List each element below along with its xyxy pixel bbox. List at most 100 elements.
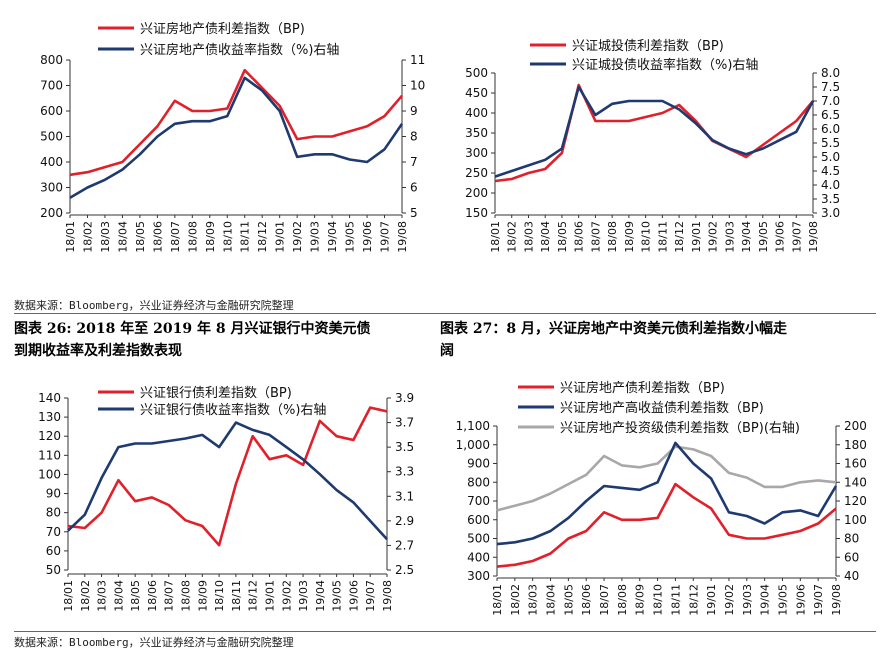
chart-2-x-tick-label: 19/02 <box>707 221 720 253</box>
chart-4-left-tick-label: 1,000 <box>456 438 490 452</box>
chart-1-right-tick-label: 11 <box>410 53 425 67</box>
chart-2-x-tick-label: 18/08 <box>606 221 619 253</box>
chart-1-x-tick-label: 18/03 <box>99 221 112 253</box>
chart-2-x-tick-label: 19/04 <box>740 221 753 253</box>
chart-panel-3: 50 60 70 80 90 100 110 120 130 140 2.5 2.7 2.9 3.1 3.3… <box>0 370 440 632</box>
chart-4-x-tick-label: 18/10 <box>652 584 665 616</box>
chart-3-x-tick-label: 18/06 <box>146 580 159 612</box>
chart-4-left-tick-label: 900 <box>467 457 490 471</box>
chart-1-x-tick-label: 18/08 <box>186 221 199 253</box>
chart-4-x-tick-label: 18/11 <box>669 584 682 616</box>
chart-3-right-tick-label: 3.7 <box>395 416 414 430</box>
figure-27-title-line2: 阔 <box>440 343 454 359</box>
chart-2-x-tick-label: 18/01 <box>489 221 502 253</box>
chart-4-x-tick-label: 18/03 <box>527 584 540 616</box>
chart-3-x-tick-label: 18/12 <box>247 580 260 612</box>
chart-3-left-tick-label: 60 <box>46 544 61 558</box>
chart-1-right-tick-label: 5 <box>410 206 418 220</box>
chart-2-right-tick-label: 3.0 <box>821 206 840 220</box>
chart-1-x-tick-label: 18/01 <box>64 221 77 253</box>
chart-3-right-tick-label: 3.9 <box>395 391 414 405</box>
chart-4-right-tick-label: 40 <box>844 569 859 583</box>
chart-2-x-tick-label: 19/05 <box>757 221 770 253</box>
chart-3-x-tick-label: 19/08 <box>381 580 394 612</box>
chart-1-x-tick-label: 19/05 <box>344 221 357 253</box>
chart-1-x-tick-label: 18/10 <box>221 221 234 253</box>
chart-4-x-tick-label: 19/07 <box>812 584 825 616</box>
chart-3-left-tick-label: 70 <box>46 525 61 539</box>
chart-4-x-tick-label: 18/08 <box>616 584 629 616</box>
chart-4-x-tick-label: 18/04 <box>545 584 558 616</box>
chart-2-series-2-line <box>494 85 815 178</box>
chart-3-series-2-line <box>67 421 388 541</box>
chart-4-right-tick-label: 100 <box>844 513 867 527</box>
chart-1-x-tick-label: 18/06 <box>151 221 164 253</box>
chart-3-right-tick-label: 3.1 <box>395 489 414 503</box>
chart-4-x-tick-label: 18/01 <box>491 584 504 616</box>
chart-1-right-tick-label: 8 <box>410 130 418 144</box>
chart-2-left-tick-label: 350 <box>465 126 488 140</box>
chart-2-right-tick-label: 7.5 <box>821 80 840 94</box>
chart-2-x-tick-label: 19/06 <box>774 221 787 253</box>
chart-4-x-tick-label: 18/05 <box>562 584 575 616</box>
chart-1-left-tick-label: 200 <box>40 206 63 220</box>
chart-1-series-1-line <box>69 68 403 177</box>
chart-4-right-tick-label: 200 <box>844 419 867 433</box>
chart-4-right-tick-label: 180 <box>844 438 867 452</box>
chart-1-left-tick-label: 400 <box>40 155 63 169</box>
chart-4-series-1-line <box>496 482 837 568</box>
chart-4-x-tick-label: 18/06 <box>580 584 593 616</box>
chart-4-x-tick-label: 18/07 <box>598 584 611 616</box>
chart-1-left-tick-label: 800 <box>40 53 63 67</box>
chart-2-x-tick-label: 18/10 <box>640 221 653 253</box>
chart-2-right-tick-label: 7.0 <box>821 94 840 108</box>
chart-4-left-tick-label: 400 <box>467 550 490 564</box>
chart-2-right-tick-label: 5.0 <box>821 150 840 164</box>
chart-2-x-tick-label: 18/09 <box>623 221 636 253</box>
chart-2-x-tick-label: 18/06 <box>573 221 586 253</box>
chart-3-x-tick-label: 18/02 <box>79 580 92 612</box>
divider-top <box>14 313 876 314</box>
chart-2-series-1-line <box>494 83 814 183</box>
chart-2-x-tick-label: 18/12 <box>673 221 686 253</box>
chart-3-x-tick-label: 18/09 <box>196 580 209 612</box>
chart-1-x-tick-label: 18/09 <box>204 221 217 253</box>
chart-panel-1: 200 300 400 500 600 700 800 5 6 7 8 9 10 11 18/01 18/02… <box>0 0 440 292</box>
chart-2-left-tick-label: 450 <box>465 86 488 100</box>
chart-4-left-tick-label: 800 <box>467 475 490 489</box>
chart-4-series-2-line <box>496 441 838 546</box>
chart-3-x-tick-label: 19/02 <box>280 580 293 612</box>
chart-2-x-tick-label: 18/05 <box>556 221 569 253</box>
chart-1-legend-label: 兴证房地产债利差指数（BP) <box>140 21 305 37</box>
chart-1-x-tick-label: 18/05 <box>134 221 147 253</box>
figure-26-title: 图表 26: 2018 年至 2019 年 8 月兴证银行中资美元债 到期收益率… <box>14 318 370 362</box>
chart-3-right-tick-label: 3.3 <box>395 465 414 479</box>
source-note-bottom: 数据来源：Bloomberg，兴业证券经济与金融研究院整理 <box>14 636 294 649</box>
chart-2-x-tick-label: 18/02 <box>506 221 519 253</box>
chart-3-series-1-line <box>67 406 388 547</box>
chart-1-left-tick-label: 500 <box>40 130 63 144</box>
chart-2-left-tick-label: 150 <box>465 206 488 220</box>
chart-1-left-tick-label: 700 <box>40 79 63 93</box>
chart-1-x-tick-label: 19/01 <box>274 221 287 253</box>
chart-3-left-tick-label: 100 <box>38 467 61 481</box>
chart-3-right-tick-label: 2.5 <box>395 563 414 577</box>
chart-1-x-tick-label: 19/06 <box>361 221 374 253</box>
chart-1-x-tick-label: 19/02 <box>291 221 304 253</box>
chart-1-right-tick-label: 7 <box>410 155 418 169</box>
chart-1-x-tick-label: 18/04 <box>116 221 129 253</box>
chart-1-x-tick-label: 18/02 <box>81 221 94 253</box>
chart-4-left-tick-label: 700 <box>467 494 490 508</box>
chart-4-x-tick-label: 19/02 <box>723 584 736 616</box>
chart-2-x-tick-label: 18/04 <box>539 221 552 253</box>
chart-3-legend-label: 兴证银行债利差指数（BP) <box>140 386 292 401</box>
chart-4-left-tick-label: 600 <box>467 513 490 527</box>
chart-1-x-tick-label: 18/07 <box>169 221 182 253</box>
chart-4-x-tick-label: 19/03 <box>741 584 754 616</box>
chart-2-right-tick-label: 4.5 <box>821 164 840 178</box>
chart-3-x-tick-label: 18/01 <box>62 580 75 612</box>
chart-4-legend-label: 兴证房地产高收益债利差指数（BP) <box>560 400 764 416</box>
chart-2-left-tick-label: 200 <box>465 186 488 200</box>
chart-2-x-tick-label: 19/03 <box>723 221 736 253</box>
chart-3-left-tick-label: 50 <box>46 563 61 577</box>
